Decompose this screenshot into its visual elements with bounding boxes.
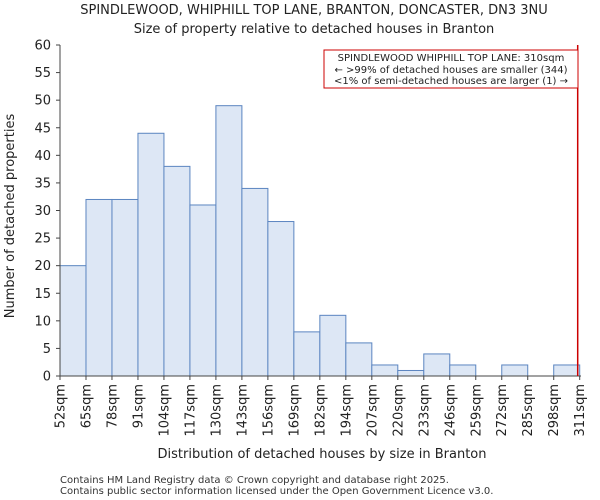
y-axis: 0 5 10 15 20 25 30 35 40 45 50 55 60 <box>34 39 60 385</box>
x-axis-label: Distribution of detached houses by size … <box>158 447 487 462</box>
y-tick-label: 60 <box>34 39 51 54</box>
bar-220sqm <box>397 369 425 377</box>
bar-91sqm <box>137 132 165 377</box>
bar-272sqm <box>501 364 529 377</box>
bar-65sqm <box>85 198 113 377</box>
footer-line-1: Contains HM Land Registry data © Crown c… <box>60 475 449 486</box>
bar-194sqm <box>345 342 373 377</box>
x-tick-label: 182sqm <box>313 384 328 437</box>
x-tick-label: 65sqm <box>79 384 94 428</box>
x-tick-label: 220sqm <box>391 384 406 437</box>
bar-143sqm <box>241 187 269 377</box>
y-tick-label: 25 <box>34 232 51 247</box>
bar-104sqm <box>163 165 191 377</box>
y-tick-label: 20 <box>34 259 51 274</box>
y-tick-label: 50 <box>34 94 51 109</box>
x-tick-label: 78sqm <box>105 384 120 428</box>
y-tick-label: 55 <box>34 66 51 81</box>
x-tick-label: 156sqm <box>261 384 276 437</box>
bar-233sqm <box>423 353 451 377</box>
x-tick-label: 117sqm <box>183 384 198 437</box>
y-axis-label: Number of detached properties <box>3 114 18 319</box>
x-tick-label: 298sqm <box>547 384 562 437</box>
bar-298sqm <box>553 364 581 377</box>
x-tick-label: 311sqm <box>573 384 588 437</box>
x-tick-label: 91sqm <box>131 384 146 428</box>
chart-subtitle: Size of property relative to detached ho… <box>134 22 495 37</box>
y-tick-label: 10 <box>34 314 51 329</box>
x-tick-label: 104sqm <box>157 384 172 437</box>
bar-207sqm <box>371 364 399 377</box>
y-tick-label: 5 <box>43 342 51 357</box>
bar-117sqm <box>189 204 217 377</box>
y-tick-label: 35 <box>34 176 51 191</box>
y-tick-label: 45 <box>34 121 51 136</box>
annotation-box: SPINDLEWOOD WHIPHILL TOP LANE: 310sqm ← … <box>323 49 579 89</box>
y-tick-label: 0 <box>43 370 51 385</box>
annotation-line-3: <1% of semi-detached houses are larger (… <box>334 76 568 87</box>
bar-182sqm <box>319 314 347 377</box>
y-tick-label: 40 <box>34 149 51 164</box>
x-tick-label: 130sqm <box>209 384 224 437</box>
x-axis: 52sqm 65sqm 78sqm 91sqm 104sqm 117sqm 130sqm 14… <box>54 376 588 437</box>
bar-169sqm <box>293 331 321 377</box>
bars <box>59 105 581 377</box>
annotation-line-1: SPINDLEWOOD WHIPHILL TOP LANE: 310sqm <box>338 53 565 64</box>
annotation-line-2: ← >99% of detached houses are smaller (3… <box>334 65 567 76</box>
bar-156sqm <box>267 221 295 377</box>
bar-246sqm <box>449 364 477 377</box>
x-tick-label: 207sqm <box>365 384 380 437</box>
bar-78sqm <box>111 198 139 377</box>
x-tick-label: 52sqm <box>54 384 69 428</box>
bar-130sqm <box>215 105 243 377</box>
y-tick-label: 30 <box>34 204 51 219</box>
x-tick-label: 246sqm <box>443 384 458 437</box>
x-tick-label: 169sqm <box>287 384 302 437</box>
y-tick-label: 15 <box>34 287 51 302</box>
x-tick-label: 259sqm <box>469 384 484 437</box>
chart-title: SPINDLEWOOD, WHIPHILL TOP LANE, BRANTON,… <box>80 3 548 18</box>
x-tick-label: 272sqm <box>495 384 510 437</box>
x-tick-label: 285sqm <box>521 384 536 437</box>
x-tick-label: 194sqm <box>339 384 354 437</box>
x-tick-label: 143sqm <box>235 384 250 437</box>
x-tick-label: 233sqm <box>417 384 432 437</box>
bar-52sqm <box>59 265 87 377</box>
footer-line-2: Contains public sector information licen… <box>60 486 493 497</box>
